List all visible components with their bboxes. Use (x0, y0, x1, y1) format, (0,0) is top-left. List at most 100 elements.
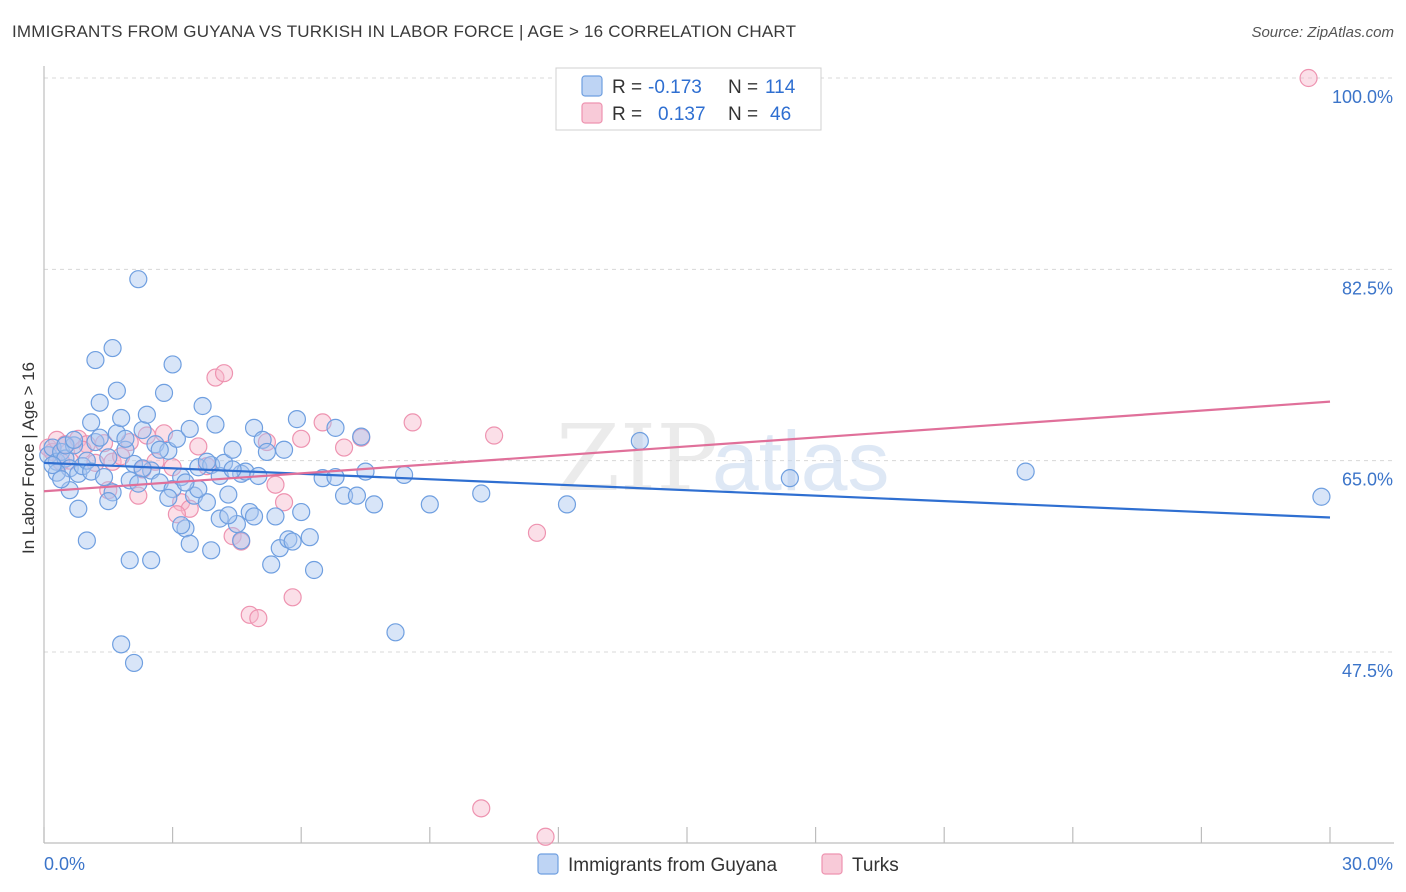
guyana-point (630, 431, 649, 451)
guyana-point (142, 551, 161, 570)
guyana-point (163, 355, 182, 374)
guyana-point (86, 350, 105, 370)
guyana-point (347, 486, 367, 505)
guyana-point (300, 528, 319, 547)
turks-point (167, 505, 186, 524)
turks-point (334, 438, 354, 457)
guyana-point (64, 430, 84, 449)
turks-point (206, 368, 225, 387)
chart-title: IMMIGRANTS FROM GUYANA VS TURKISH IN LAB… (12, 22, 797, 41)
guyana-point (99, 448, 118, 467)
turks-point (249, 609, 268, 628)
guyana-point (1312, 487, 1331, 506)
guyana-point (266, 507, 285, 526)
guyana-point (334, 486, 354, 505)
legend-guyana-swatch (581, 75, 603, 97)
guyana-point (90, 393, 109, 412)
legend-guyana-r-label: R = (612, 77, 642, 98)
guyana-point (133, 420, 152, 440)
turks-point (1299, 68, 1318, 88)
guyana-point (197, 493, 216, 512)
guyana-point (244, 507, 264, 526)
y-tick-label: 47.5% (1342, 661, 1393, 681)
guyana-point (352, 427, 371, 446)
guyana-point (77, 531, 96, 550)
y-tick-label: 65.0% (1342, 470, 1393, 490)
guyana-point (137, 405, 156, 424)
guyana-point (107, 381, 126, 400)
guyana-point (223, 440, 242, 459)
guyana-point (206, 415, 225, 434)
turks-point (536, 827, 555, 846)
guyana-point (287, 410, 307, 429)
guyana-point (52, 470, 71, 489)
guyana-point (232, 531, 251, 550)
legend-guyana-n-label: N = (728, 77, 758, 98)
guyana-point (780, 469, 799, 488)
turks-point (274, 493, 294, 512)
legend-turks-swatch (581, 102, 603, 124)
turks-point (485, 426, 504, 445)
guyana-point (43, 455, 62, 475)
guyana-point (420, 495, 439, 514)
legend-guyana-n-value: 114 (765, 77, 796, 98)
guyana-point (219, 485, 238, 504)
turks-point (472, 799, 491, 818)
guyana-point (253, 430, 272, 449)
guyana-point (99, 492, 118, 511)
guyana-point (69, 499, 88, 518)
guyana-point (116, 429, 135, 448)
guyana-point (274, 440, 294, 459)
trend-lines (43, 400, 1331, 519)
guyana-point (82, 413, 101, 432)
guyana-point (103, 338, 122, 358)
svg-text:atlas: atlas (712, 414, 889, 508)
legend-turks-n-value: 46 (770, 104, 791, 125)
bottom-legend-turks-swatch (821, 853, 843, 875)
guyana-point (159, 488, 178, 507)
guyana-point (197, 452, 216, 471)
legend-turks-r-value: 0.137 (658, 104, 706, 125)
guyana-point (219, 506, 238, 525)
guyana-point (257, 442, 277, 462)
guyana-point (292, 502, 311, 522)
guyana-point (326, 418, 345, 437)
x-tick-label: 0.0% (44, 854, 85, 874)
guyana-point (94, 467, 114, 487)
guyana-point (364, 495, 384, 514)
turks-point (527, 523, 547, 542)
legend-turks-n-label: N = (728, 104, 758, 125)
guyana-trend-line (43, 461, 1331, 519)
guyana-point (394, 465, 414, 484)
guyana-point (1016, 462, 1035, 481)
guyana-point (223, 460, 242, 479)
guyana-point (150, 440, 169, 459)
guyana-point (304, 560, 324, 580)
guyana-point (103, 483, 122, 502)
legend-turks-r-label: R = (612, 104, 642, 125)
bottom-legend-turks-label: Turks (852, 855, 899, 876)
y-tick-label: 82.5% (1342, 278, 1393, 298)
guyana-point (202, 541, 221, 560)
grid (44, 77, 1394, 653)
svg-text:ZIP: ZIP (556, 405, 718, 512)
chart-source: Source: ZipAtlas.com (1251, 24, 1394, 41)
guyana-point (262, 555, 281, 574)
turks-point (292, 429, 311, 448)
turks-point (403, 413, 422, 432)
guyana-point (386, 623, 405, 642)
bottom-legend-guyana-label: Immigrants from Guyana (568, 855, 777, 876)
x-tick-labels: 0.0% 30.0% (44, 854, 1393, 874)
guyana-point (172, 516, 191, 535)
guyana-point (283, 532, 302, 551)
guyana-point (557, 495, 577, 514)
bottom-legend: Immigrants from Guyana Turks (537, 853, 899, 876)
guyana-point (124, 653, 144, 673)
x-tick-label: 30.0% (1342, 854, 1393, 874)
guyana-point (120, 551, 139, 570)
turks-point (266, 475, 285, 494)
guyana-point (326, 467, 345, 487)
legend: R = -0.173 N = 114 R = 0.137 N = 46 (555, 67, 822, 131)
guyana-points (39, 270, 1331, 673)
